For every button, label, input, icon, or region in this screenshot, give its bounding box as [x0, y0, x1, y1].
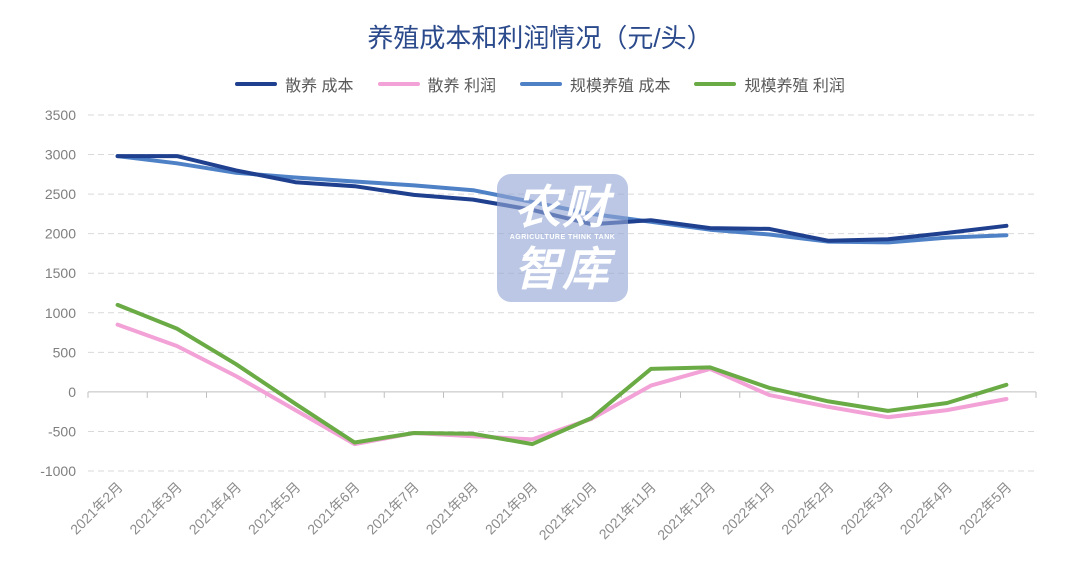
y-tick-label: 500 — [53, 344, 77, 360]
y-tick-label: 2000 — [45, 226, 76, 242]
x-tick-label: 2021年12月 — [654, 479, 718, 543]
series-line-large-scale-profit — [115, 302, 1009, 447]
watermark-logo: 农财 AGRICULTURE THINK TANK 智库 — [497, 174, 628, 302]
y-tick-label: 3500 — [45, 107, 76, 123]
chart-title: 养殖成本和利润情况（元/头） — [367, 23, 713, 53]
legend-label: 散养 利润 — [427, 78, 496, 95]
y-tick-label: -500 — [48, 423, 76, 439]
x-tick-label: 2022年5月 — [956, 479, 1015, 538]
x-tick-label: 2021年7月 — [363, 479, 422, 538]
x-tick-label: 2021年6月 — [304, 479, 363, 538]
y-tick-label: 0 — [68, 384, 76, 400]
legend-label: 散养 成本 — [285, 78, 354, 95]
x-tick-label: 2021年2月 — [67, 479, 126, 538]
y-tick-label: 2500 — [45, 186, 76, 202]
x-tick-label: 2021年3月 — [126, 479, 185, 538]
x-tick-label: 2022年2月 — [778, 479, 837, 538]
watermark-bottom-text: 智库 — [514, 243, 611, 295]
legend-swatch — [235, 82, 278, 86]
x-tick-label: 2021年10月 — [536, 479, 600, 543]
legend-swatch — [520, 82, 562, 86]
legend-label: 规模养殖 成本 — [570, 78, 671, 95]
watermark-sub-text: AGRICULTURE THINK TANK — [509, 234, 616, 241]
legend-item-free-range-cost: 散养 成本 — [235, 72, 354, 96]
x-tick-label: 2021年8月 — [423, 479, 482, 538]
legend-swatch — [377, 82, 420, 86]
x-tick-label: 2021年11月 — [596, 479, 659, 542]
legend-item-free-range-profit: 散养 利润 — [377, 72, 496, 96]
x-tick-label: 2021年5月 — [245, 479, 304, 538]
watermark-top-text: 农财 — [514, 181, 611, 233]
legend: 散养 成本 散养 利润 规模养殖 成本 规模养殖 利润 — [0, 72, 1080, 96]
x-tick-label: 2022年1月 — [719, 479, 778, 538]
x-tick-label: 2021年9月 — [482, 479, 541, 538]
series-line-free-range-profit — [115, 322, 1009, 447]
legend-item-large-scale-profit: 规模养殖 利润 — [694, 72, 845, 96]
x-tick-label: 2021年4月 — [186, 479, 245, 538]
y-tick-label: -1000 — [40, 463, 76, 479]
y-tick-label: 3000 — [45, 147, 76, 163]
legend-swatch — [694, 82, 737, 86]
legend-item-large-scale-cost: 规模养殖 成本 — [520, 72, 670, 96]
x-tick-label: 2022年3月 — [837, 479, 896, 538]
y-tick-label: 1000 — [45, 305, 76, 321]
legend-label: 规模养殖 利润 — [744, 78, 845, 95]
x-tick-label: 2022年4月 — [897, 479, 956, 538]
y-tick-label: 1500 — [45, 265, 76, 281]
